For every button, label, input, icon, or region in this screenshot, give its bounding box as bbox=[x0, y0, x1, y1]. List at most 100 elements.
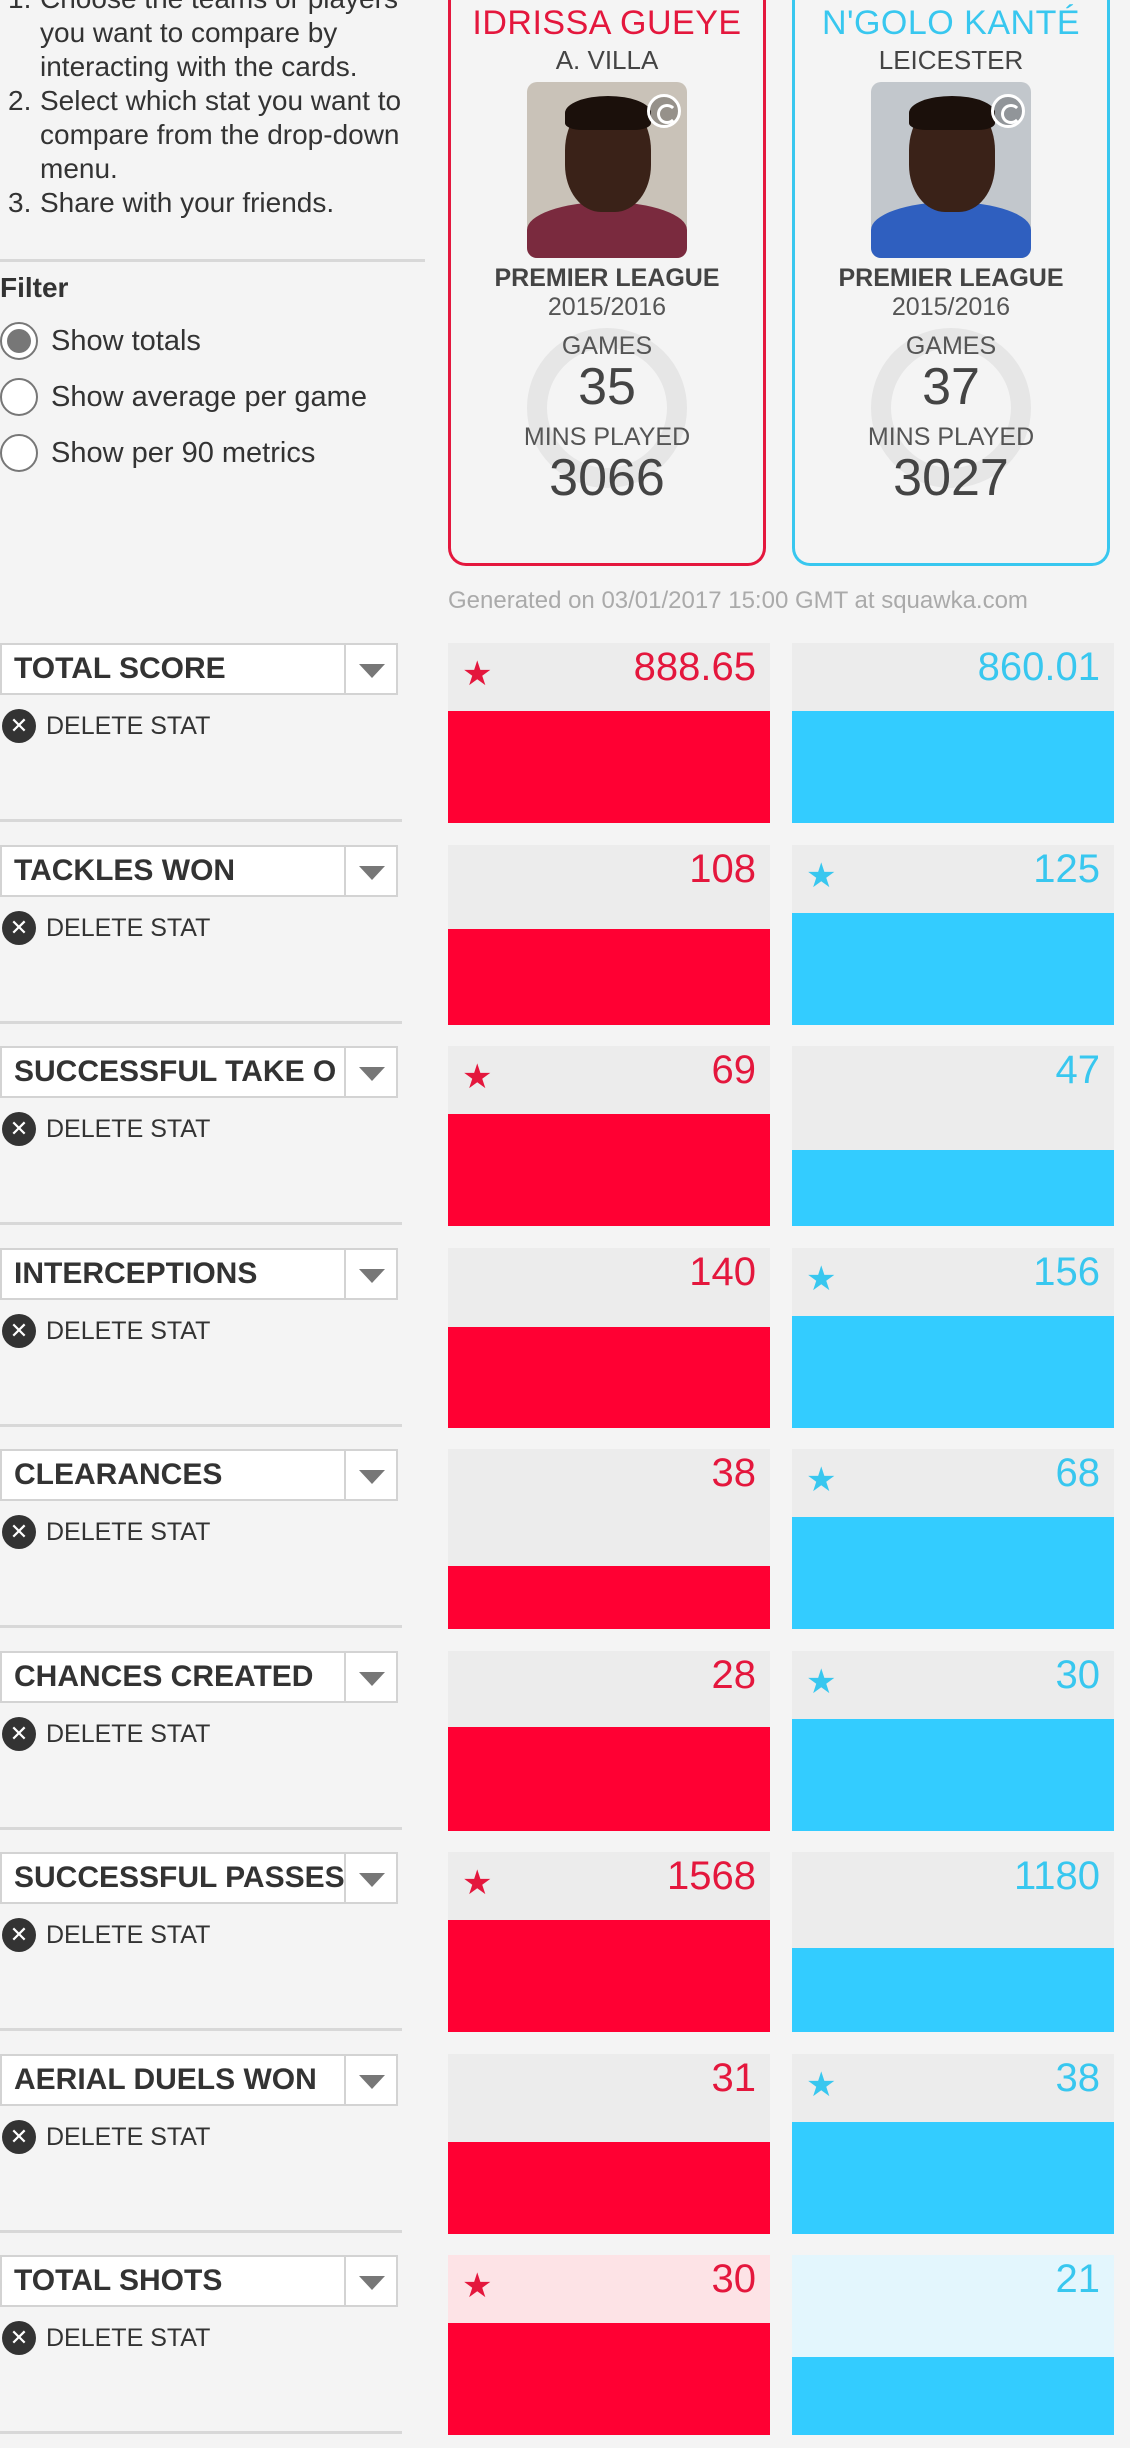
games-value: 37 bbox=[922, 358, 980, 416]
chevron-down-icon[interactable] bbox=[344, 847, 396, 895]
star-icon: ★ bbox=[462, 1058, 493, 1096]
divider bbox=[0, 1625, 402, 1628]
mins-value: 3066 bbox=[549, 449, 665, 507]
left-bar-fill bbox=[448, 1114, 770, 1226]
right-bar-fill bbox=[792, 1150, 1114, 1226]
left-bar-fill bbox=[448, 929, 770, 1025]
stat-row: CLEARANCES ✕ DELETE STAT 38 ★ 68 bbox=[0, 1449, 1130, 1649]
right-player-value: 156 bbox=[1033, 1250, 1100, 1294]
right-player-value: 125 bbox=[1033, 847, 1100, 891]
left-player-bar: 31 bbox=[448, 2054, 770, 2234]
right-player-value: 30 bbox=[1055, 1653, 1101, 1697]
left-player-value: 140 bbox=[689, 1250, 756, 1294]
chevron-down-icon[interactable] bbox=[344, 2257, 396, 2305]
radio-button[interactable] bbox=[0, 322, 38, 360]
right-player-value: 21 bbox=[1055, 2257, 1101, 2301]
instruction-number: 2. bbox=[8, 85, 32, 116]
close-icon: ✕ bbox=[2, 2120, 36, 2154]
chevron-down-icon[interactable] bbox=[344, 1854, 396, 1902]
delete-stat-button[interactable]: ✕ DELETE STAT bbox=[2, 2321, 210, 2355]
player-name: N'GOLO KANTÉ bbox=[821, 4, 1081, 42]
radio-button[interactable] bbox=[0, 434, 38, 472]
stat-dropdown[interactable]: CLEARANCES bbox=[0, 1449, 398, 1501]
chevron-down-icon[interactable] bbox=[344, 645, 396, 693]
player-card-left[interactable]: IDRISSA GUEYE A. VILLA PREMIER LEAGUE 20… bbox=[448, 0, 766, 566]
delete-stat-button[interactable]: ✕ DELETE STAT bbox=[2, 1314, 210, 1348]
stat-dropdown-value: SUCCESSFUL TAKE O bbox=[14, 1055, 337, 1088]
stat-row: TOTAL SHOTS ✕ DELETE STAT ★ 30 21 bbox=[0, 2255, 1130, 2448]
star-icon: ★ bbox=[462, 655, 493, 693]
chevron-down-icon[interactable] bbox=[344, 1250, 396, 1298]
left-player-value: 38 bbox=[711, 1451, 757, 1495]
stat-dropdown-value: SUCCESSFUL PASSES bbox=[14, 1861, 344, 1894]
delete-stat-label: DELETE STAT bbox=[46, 1114, 211, 1143]
delete-stat-button[interactable]: ✕ DELETE STAT bbox=[2, 709, 210, 743]
filter-option-3[interactable]: Show per 90 metrics bbox=[0, 434, 315, 472]
stat-dropdown-value: TACKLES WON bbox=[14, 854, 236, 887]
radio-button[interactable] bbox=[0, 378, 38, 416]
stat-dropdown[interactable]: TOTAL SHOTS bbox=[0, 2255, 398, 2307]
left-player-value: 108 bbox=[689, 847, 756, 891]
left-bar-fill bbox=[448, 1920, 770, 2032]
divider bbox=[0, 259, 425, 262]
instruction-text: Share with your friends. bbox=[40, 187, 335, 218]
filter-option-1[interactable]: Show totals bbox=[0, 322, 201, 360]
close-icon: ✕ bbox=[2, 1112, 36, 1146]
stat-row: TACKLES WON ✕ DELETE STAT 108 ★ 125 bbox=[0, 845, 1130, 1045]
stat-dropdown[interactable]: SUCCESSFUL PASSES bbox=[0, 1852, 398, 1904]
games-label: GAMES bbox=[905, 332, 997, 360]
right-player-bar: ★ 156 bbox=[792, 1248, 1114, 1428]
delete-stat-button[interactable]: ✕ DELETE STAT bbox=[2, 1717, 210, 1751]
delete-stat-button[interactable]: ✕ DELETE STAT bbox=[2, 2120, 210, 2154]
close-icon: ✕ bbox=[2, 2321, 36, 2355]
left-bar-fill bbox=[448, 2142, 770, 2234]
left-player-value: 69 bbox=[711, 1048, 757, 1092]
star-icon: ★ bbox=[462, 1864, 493, 1902]
stat-dropdown[interactable]: AERIAL DUELS WON bbox=[0, 2054, 398, 2106]
stat-dropdown[interactable]: SUCCESSFUL TAKE O bbox=[0, 1046, 398, 1098]
right-player-bar: 21 bbox=[792, 2255, 1114, 2435]
divider bbox=[0, 819, 402, 822]
chevron-down-icon[interactable] bbox=[344, 1653, 396, 1701]
stat-dropdown[interactable]: CHANCES CREATED bbox=[0, 1651, 398, 1703]
filter-option-label: Show totals bbox=[51, 324, 201, 357]
left-player-bar: ★ 69 bbox=[448, 1046, 770, 1226]
delete-stat-button[interactable]: ✕ DELETE STAT bbox=[2, 1515, 210, 1549]
player-photo bbox=[871, 82, 1031, 258]
right-player-value: 68 bbox=[1055, 1451, 1101, 1495]
left-player-bar: 28 bbox=[448, 1651, 770, 1831]
league-name: PREMIER LEAGUE bbox=[838, 264, 1064, 292]
left-player-value: 31 bbox=[711, 2056, 757, 2100]
star-icon: ★ bbox=[462, 2267, 493, 2305]
stat-row: AERIAL DUELS WON ✕ DELETE STAT 31 ★ 38 bbox=[0, 2054, 1130, 2254]
divider bbox=[0, 1222, 402, 1225]
left-player-value: 28 bbox=[711, 1653, 757, 1697]
swap-icon[interactable] bbox=[647, 94, 681, 128]
right-player-value: 860.01 bbox=[977, 645, 1100, 689]
chevron-down-icon[interactable] bbox=[344, 1451, 396, 1499]
filter-option-2[interactable]: Show average per game bbox=[0, 378, 367, 416]
left-player-value: 888.65 bbox=[633, 645, 756, 689]
close-icon: ✕ bbox=[2, 1515, 36, 1549]
right-player-bar: ★ 125 bbox=[792, 845, 1114, 1025]
right-player-bar: 47 bbox=[792, 1046, 1114, 1226]
right-player-value: 38 bbox=[1055, 2056, 1101, 2100]
delete-stat-button[interactable]: ✕ DELETE STAT bbox=[2, 1918, 210, 1952]
card-stats: GAMES 37 MINS PLAYED 3027 bbox=[795, 328, 1107, 504]
chevron-down-icon[interactable] bbox=[344, 2056, 396, 2104]
delete-stat-button[interactable]: ✕ DELETE STAT bbox=[2, 911, 210, 945]
left-bar-fill bbox=[448, 1566, 770, 1629]
stat-dropdown[interactable]: INTERCEPTIONS bbox=[0, 1248, 398, 1300]
delete-stat-button[interactable]: ✕ DELETE STAT bbox=[2, 1112, 210, 1146]
league-name: PREMIER LEAGUE bbox=[494, 264, 720, 292]
right-player-bar: 1180 bbox=[792, 1852, 1114, 2032]
chevron-down-icon[interactable] bbox=[344, 1048, 396, 1096]
star-icon: ★ bbox=[806, 2066, 837, 2104]
player-card-right[interactable]: N'GOLO KANTÉ LEICESTER PREMIER LEAGUE 20… bbox=[792, 0, 1110, 566]
stat-dropdown[interactable]: TOTAL SCORE bbox=[0, 643, 398, 695]
swap-icon[interactable] bbox=[991, 94, 1025, 128]
stat-dropdown[interactable]: TACKLES WON bbox=[0, 845, 398, 897]
right-bar-fill bbox=[792, 1316, 1114, 1428]
left-bar-fill bbox=[448, 1727, 770, 1831]
instruction-text: Select which stat you want to compare fr… bbox=[40, 85, 402, 184]
